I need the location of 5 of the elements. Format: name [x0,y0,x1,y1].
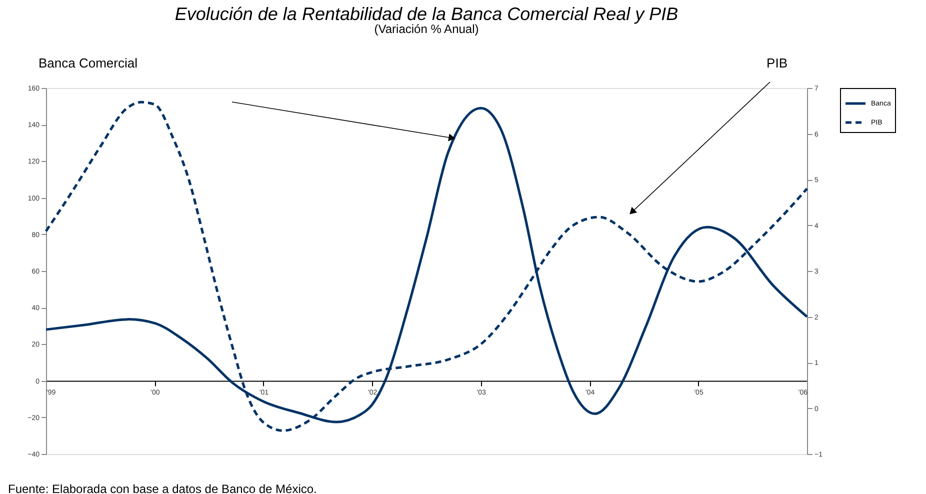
y2-axis-title: PIB [766,56,788,70]
source-note: Fuente: Elaborada con base a datos de Banco de México. [8,482,317,494]
chart-title: Evolución de la Rentabilidad de la Banca Comercial Real y PIB [174,4,678,24]
chart-subtitle: (Variación % Anual) [374,22,479,36]
y-axis-title: Banca Comercial [38,56,138,70]
